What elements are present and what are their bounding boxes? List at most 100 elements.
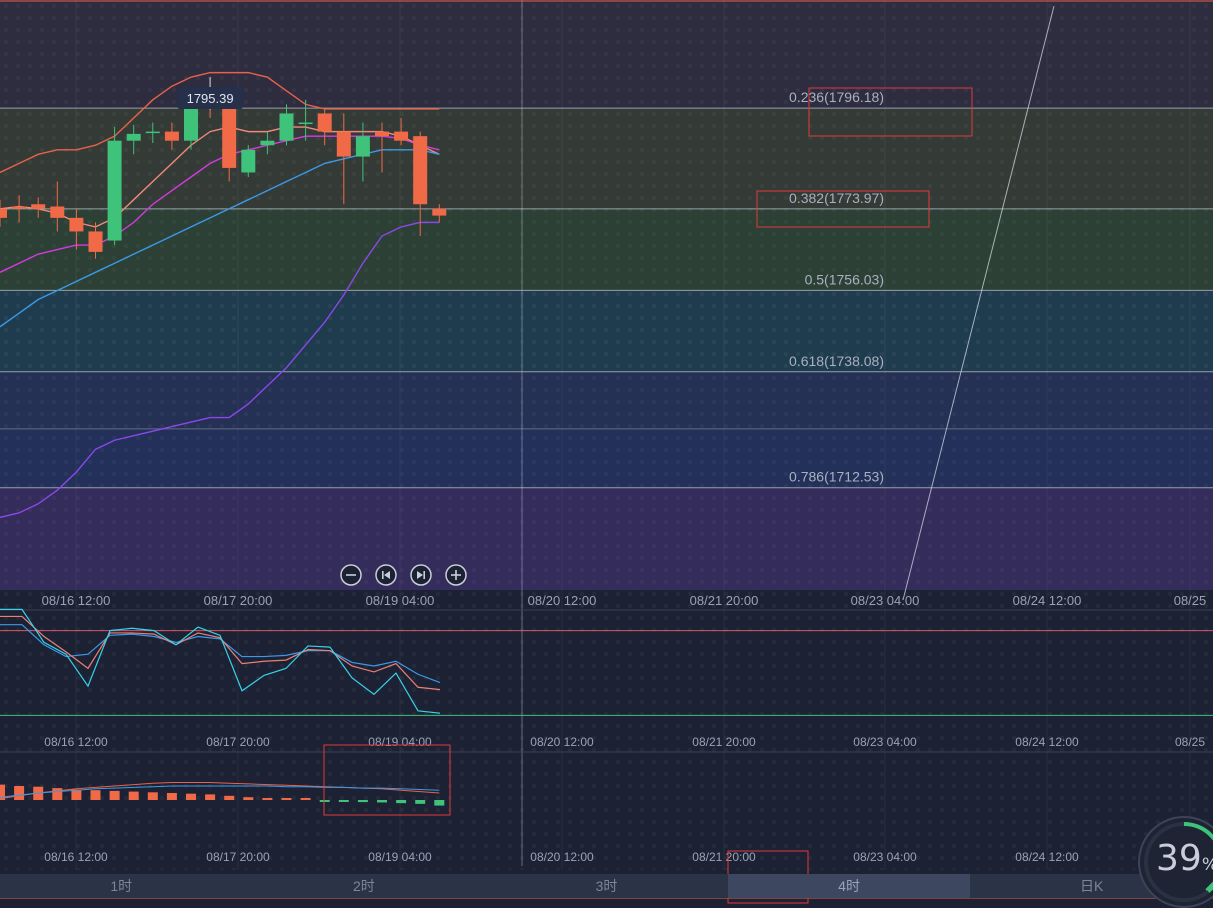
candle: [432, 204, 447, 223]
candle: [50, 181, 65, 232]
candle: [298, 99, 313, 141]
candle-body: [222, 102, 237, 168]
skip-forward-icon: [417, 571, 425, 579]
candle: [394, 118, 409, 146]
x-tick-label: 08/24 12:00: [1015, 850, 1079, 864]
zoom-in-button[interactable]: [445, 564, 467, 586]
candle: [375, 122, 389, 173]
macd-bar: [90, 790, 101, 800]
candle: [31, 197, 46, 218]
ma-line-4: [0, 221, 440, 519]
tab-daily[interactable]: 日K: [1080, 878, 1104, 894]
candle-body: [298, 122, 313, 125]
candle-body: [145, 131, 160, 134]
world-map-texture: [0, 0, 1213, 870]
x-tick-label: 08/16 12:00: [44, 850, 108, 864]
x-tick-label: 08/23 04:00: [853, 735, 917, 749]
candle-body: [50, 206, 65, 218]
x-tick-label: 08/16 12:00: [44, 735, 108, 749]
gauge-arc: [1144, 822, 1213, 902]
x-tick-label: 08/20 12:00: [530, 850, 594, 864]
candle: [317, 108, 332, 146]
trend-icon: [1205, 881, 1213, 891]
candle: [126, 124, 141, 155]
candle: [69, 208, 84, 250]
x-tick-label: 08/21 20:00: [692, 850, 756, 864]
candle-body: [375, 131, 389, 137]
fib-label-0.5: 0.5(1756.03): [805, 271, 884, 287]
candle-body: [336, 131, 351, 157]
candle: [336, 113, 351, 205]
candle-body: [432, 208, 447, 216]
scroll-start-button[interactable]: [375, 564, 397, 586]
macd-bar: [128, 791, 139, 800]
x-tick-label: 08/21 20:00: [692, 735, 756, 749]
candle: [222, 102, 237, 182]
tab-4h[interactable]: 4时: [727, 874, 971, 898]
x-tick-label: 08/20 12:00: [528, 593, 597, 608]
osc-line-2: [0, 608, 441, 714]
highlight-box: [756, 190, 930, 228]
macd-bar: [300, 798, 311, 800]
osc-line-1: [0, 615, 441, 691]
x-tick-label: 08/24 12:00: [1013, 593, 1082, 608]
candle-body: [241, 149, 256, 173]
macd-bar: [147, 792, 158, 800]
minus-icon: [346, 574, 356, 576]
scroll-end-button[interactable]: [410, 564, 432, 586]
candle: [107, 127, 122, 246]
x-tick-label: 08/23 04:00: [853, 850, 917, 864]
macd-bar: [357, 800, 368, 803]
macd-bar: [338, 800, 349, 802]
candle: [88, 222, 103, 259]
candle-body: [317, 113, 332, 132]
x-tick-label: 08/21 20:00: [690, 593, 759, 608]
candle: [0, 199, 7, 227]
fibonacci-levels: 0.236(1796.18) 0.382(1773.97) 0.5(1756.03)…: [0, 5, 1213, 601]
candle: [241, 145, 256, 177]
tab-1h[interactable]: 1时: [110, 878, 133, 894]
x-tick-label: 08/19 04:00: [368, 735, 432, 749]
macd-bar: [205, 794, 216, 800]
macd-bar: [262, 798, 273, 800]
tab-2h[interactable]: 2时: [352, 878, 375, 894]
macd-bar: [396, 800, 407, 804]
high-marker-box: [177, 87, 244, 109]
candle-body: [355, 136, 370, 157]
candle-body: [31, 204, 46, 209]
x-tick-label: 08/24 12:00: [1015, 735, 1079, 749]
macd-bar: [243, 797, 254, 800]
macd-bar: [14, 786, 25, 800]
macd-panel: [0, 782, 445, 806]
macd-bar: [109, 790, 120, 800]
candle-body: [12, 206, 27, 209]
high-price-label: 1795.39: [187, 91, 234, 106]
progress-gauge[interactable]: [1138, 816, 1213, 908]
candle: [145, 122, 160, 143]
annotations: [323, 87, 973, 904]
tab-3h[interactable]: 3时: [595, 878, 618, 894]
plus-icon: [451, 570, 461, 580]
candle-body: [260, 140, 275, 146]
gauge-unit: %: [1202, 855, 1213, 875]
x-tick-label: 08/19 04:00: [366, 593, 435, 608]
oscillator-panel: [0, 608, 1213, 716]
macd-bar: [377, 800, 387, 803]
macd-line-1: [0, 785, 440, 798]
fib-label-0.786: 0.786(1712.53): [789, 469, 884, 485]
osc-line-0: [0, 624, 441, 684]
gauge-value: 39: [1156, 838, 1202, 879]
zoom-out-button[interactable]: [340, 564, 362, 586]
candle: [355, 122, 370, 182]
timeframe-tabs: 1时 2时 3时 4时 日K: [0, 874, 1213, 898]
ma-line-0: [0, 71, 440, 174]
x-tick-label: 08/17 20:00: [206, 735, 270, 749]
trend-line: [902, 5, 1055, 601]
fib-label-0.236: 0.236(1796.18): [789, 89, 884, 105]
x-tick-label: 08/25: [1174, 593, 1207, 608]
candle-body: [0, 208, 7, 218]
macd-bar: [434, 800, 445, 806]
candle: [260, 131, 275, 155]
